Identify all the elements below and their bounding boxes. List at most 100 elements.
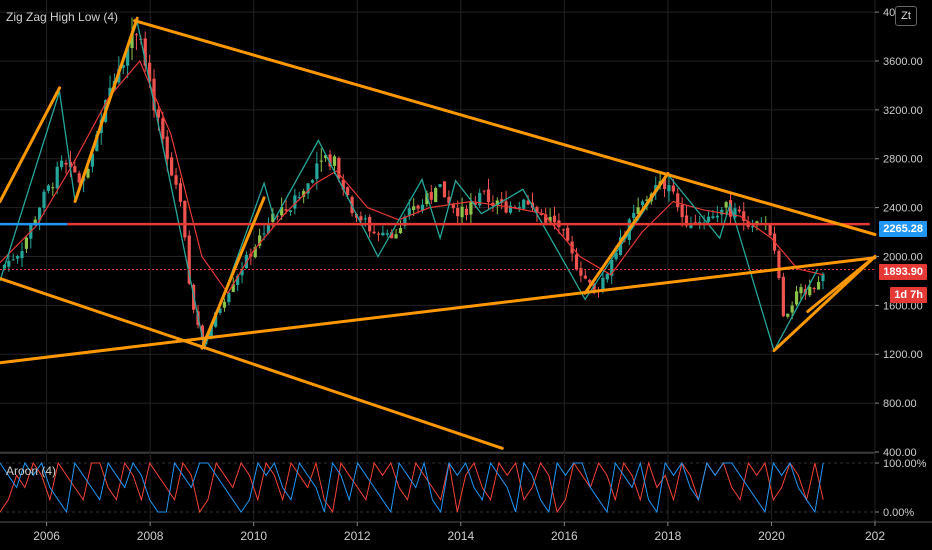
time-axis[interactable]: 2006 2008 2010 2012 2014 2016 2018 2020 202	[33, 522, 885, 543]
candle-body	[777, 250, 781, 279]
candle-body	[742, 211, 746, 221]
price-axis[interactable]: 400.00 800.00 1200.00 1600.00 2000.00 2400.00…	[875, 7, 927, 519]
candle-body	[794, 291, 799, 305]
trendline	[0, 256, 877, 365]
candle-body	[478, 192, 482, 206]
candle-body	[676, 193, 680, 208]
candle-body	[271, 213, 275, 223]
x-tick-label: 2016	[551, 529, 578, 543]
trendline	[200, 196, 266, 350]
candle-body	[451, 203, 455, 209]
y-tick-label: 2000.00	[883, 251, 923, 263]
candle-body	[293, 195, 297, 209]
candle-body	[288, 210, 293, 213]
candle-body	[73, 166, 77, 173]
candle-body	[508, 205, 513, 213]
candle-body	[390, 232, 394, 239]
trendline	[0, 276, 504, 450]
candle-body	[420, 204, 425, 211]
candle-body	[385, 233, 389, 235]
y-tick-label: 1600.00	[883, 300, 923, 312]
y-tick-label: 3600.00	[883, 56, 923, 68]
last-price-badge: 1893.90	[879, 264, 927, 280]
candle-body	[346, 187, 350, 196]
candle-body	[130, 33, 134, 49]
candle-body	[24, 237, 29, 249]
candle-body	[7, 260, 11, 267]
candle-body	[482, 190, 486, 192]
candle-body	[429, 191, 433, 200]
candle-body	[231, 284, 235, 292]
candle-body	[64, 162, 68, 165]
trendline	[73, 16, 139, 204]
candle-body	[517, 207, 521, 209]
candle-body	[222, 301, 227, 308]
candle-body	[148, 62, 152, 82]
candle-body	[174, 175, 178, 185]
candle-body	[610, 260, 614, 276]
candle-body	[183, 200, 187, 238]
candle-body	[341, 179, 345, 190]
candle-body	[372, 231, 376, 234]
zigzag-line	[0, 19, 819, 353]
y-tick-label: 40	[883, 7, 895, 19]
candle-body	[592, 284, 596, 290]
candle-body	[539, 213, 543, 216]
candle-body	[799, 287, 803, 294]
candle-body	[77, 173, 81, 183]
candle-body	[561, 229, 565, 231]
chart-grid	[0, 0, 932, 523]
candle-body	[535, 207, 539, 213]
x-tick-label: 2010	[240, 529, 267, 543]
trendline	[583, 171, 670, 295]
candle-body	[200, 325, 205, 340]
x-tick-label: 2008	[137, 529, 164, 543]
main-price-pane[interactable]	[0, 16, 877, 450]
candle-body	[808, 286, 812, 296]
candle-body	[156, 109, 161, 118]
candle-body	[706, 216, 711, 222]
candle-body	[262, 233, 266, 235]
x-tick-label: 2020	[758, 529, 785, 543]
candle-body	[469, 201, 473, 215]
candle-body	[522, 199, 526, 209]
scale-toggle-button[interactable]: Zt	[895, 6, 917, 26]
candle-body	[376, 233, 381, 235]
candle-body	[297, 197, 301, 199]
candle-body	[442, 181, 447, 198]
candle-body	[90, 153, 95, 167]
y-tick-label: 2400.00	[883, 203, 923, 215]
candle-body	[821, 273, 825, 282]
candle-body	[526, 200, 530, 205]
candle-body	[434, 188, 438, 203]
candle-body	[588, 279, 592, 283]
candle-body	[464, 208, 469, 216]
x-tick-label: 2014	[447, 529, 474, 543]
candle-body	[275, 215, 279, 217]
candle-body	[126, 46, 130, 66]
candle-body	[11, 259, 15, 261]
candle-body	[407, 208, 411, 216]
candle-body	[398, 228, 403, 234]
candle-body	[737, 209, 741, 212]
candle-body	[601, 277, 605, 291]
candle-body	[284, 209, 288, 211]
aroon-indicator-title[interactable]: Aroon (4)	[6, 464, 57, 478]
zigzag-indicator-title[interactable]: Zig Zag High Low (4)	[6, 10, 119, 24]
candle-body	[332, 156, 337, 166]
candle-body	[552, 215, 557, 223]
aroon-pane[interactable]	[0, 461, 875, 514]
candle-body	[693, 222, 697, 224]
candle-body	[724, 202, 728, 208]
candle-body	[46, 185, 51, 191]
candle-body	[328, 154, 332, 167]
candle-body	[460, 206, 464, 218]
candle-body	[143, 38, 147, 66]
trendline	[0, 86, 62, 204]
y-tick-label: 1200.00	[883, 349, 923, 361]
candle-body	[574, 254, 579, 270]
candle-body	[227, 292, 231, 303]
candle-body	[566, 227, 570, 241]
blue-level-badge: 2265.28	[879, 221, 927, 237]
